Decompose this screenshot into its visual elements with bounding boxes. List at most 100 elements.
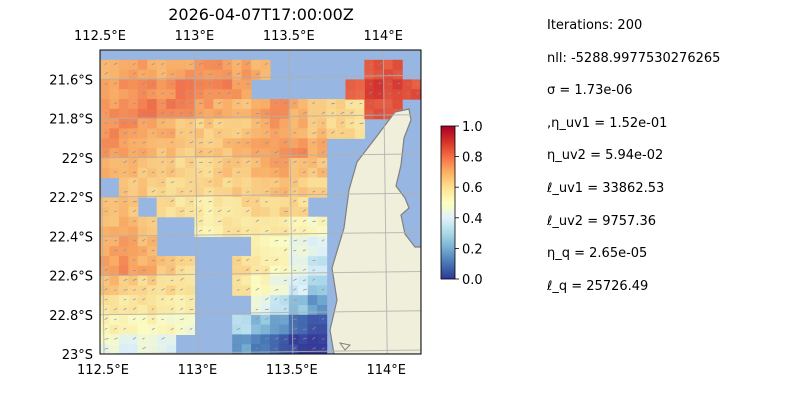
heatmap-cell	[213, 206, 224, 218]
heatmap-cell	[118, 206, 129, 218]
vector-arrow	[161, 92, 165, 95]
vector-arrow	[359, 102, 363, 105]
heatmap-cell	[175, 197, 186, 208]
heatmap-cell	[203, 148, 214, 159]
vector-arrow	[132, 278, 137, 281]
heatmap-cell	[336, 118, 347, 130]
heatmap-cell	[288, 108, 299, 120]
heatmap-cell	[175, 265, 186, 277]
heatmap-cell	[203, 206, 214, 218]
heatmap-cell	[137, 59, 148, 71]
heatmap-cell	[317, 344, 328, 354]
vector-arrow	[132, 259, 136, 262]
heatmap-cell	[251, 138, 262, 149]
heatmap-cell	[241, 99, 252, 110]
heatmap-cell	[232, 79, 243, 90]
vector-arrow	[142, 121, 146, 124]
vector-arrow	[406, 83, 411, 85]
heatmap-cell	[251, 128, 262, 139]
island	[338, 342, 352, 351]
vector-arrow	[208, 73, 213, 75]
vector-arrow	[236, 279, 241, 281]
vector-arrow	[283, 219, 288, 222]
vector-arrow	[350, 111, 354, 114]
heatmap-cell	[194, 79, 205, 90]
heatmap-cell	[100, 265, 111, 277]
heatmap-cell	[307, 99, 318, 110]
heatmap-cell	[260, 167, 271, 179]
heatmap-cell	[298, 108, 309, 120]
heatmap-cell	[251, 206, 262, 218]
heatmap-cell	[100, 295, 111, 306]
colorbar-tick-label: 0.2	[462, 242, 483, 257]
heatmap-cell	[326, 118, 337, 130]
heatmap-cell	[166, 187, 177, 198]
heatmap-cell	[109, 138, 120, 149]
heatmap-cell	[298, 226, 309, 237]
param-ell-q: ℓ_q = 25726.49	[547, 278, 649, 294]
heatmap-cell	[156, 255, 167, 267]
vector-arrow	[151, 82, 155, 85]
vector-arrow	[321, 131, 325, 134]
heatmap-cell	[241, 255, 252, 267]
heatmap-cell	[118, 197, 129, 208]
tick-labels: 112.5°E 112.5°E 113°E 113°E 113.5°E 113.5°E 11…	[49, 29, 406, 378]
heatmap-cell	[175, 118, 186, 130]
vector-arrow	[368, 91, 373, 95]
heatmap-cell	[147, 69, 158, 81]
vector-arrow	[227, 180, 231, 183]
vector-arrow	[123, 132, 128, 134]
heatmap-cell	[251, 324, 262, 335]
heatmap-cell	[137, 69, 148, 81]
heatmap-cell	[411, 79, 421, 90]
heatmap-cell	[100, 246, 111, 257]
heatmap-cell	[251, 275, 262, 286]
vector-arrow	[227, 210, 231, 213]
vector-arrow	[312, 259, 316, 262]
heatmap-cell	[156, 265, 167, 277]
heatmap-cell	[184, 69, 196, 81]
heatmap-cell	[251, 157, 262, 169]
vector-arrow	[132, 63, 136, 65]
heatmap-cell	[288, 167, 299, 179]
vector-arrow	[312, 190, 316, 193]
heatmap-cell	[109, 118, 120, 130]
heatmap-cell	[279, 99, 290, 110]
vector-arrow	[236, 171, 241, 173]
heatmap-cell	[194, 89, 205, 100]
x-tick-label-bottom: 114°E	[366, 363, 406, 378]
heatmap-cell	[269, 99, 280, 110]
heatmap-cell	[241, 69, 252, 81]
vector-arrow	[170, 73, 175, 75]
vector-arrow	[331, 112, 335, 115]
heatmap-cell	[232, 108, 243, 120]
vector-arrow	[208, 161, 212, 164]
heatmap-cell	[307, 187, 318, 198]
heatmap-cell	[213, 69, 224, 81]
colorbar: 0.0 0.2 0.4 0.6 0.8 1.0	[440, 120, 483, 288]
heatmap-cell	[156, 157, 167, 169]
vector-arrow	[321, 288, 325, 291]
vector-arrow	[274, 101, 278, 105]
heatmap-cell	[307, 148, 318, 159]
heatmap-cell	[213, 187, 224, 198]
vector-arrow	[198, 62, 203, 66]
y-tick-label: 22.4°S	[49, 230, 93, 245]
heatmap-cell	[232, 314, 243, 326]
heatmap-cell	[288, 197, 299, 208]
vector-arrow	[189, 259, 192, 262]
heatmap-cell	[118, 118, 129, 130]
heatmap-cell	[326, 108, 337, 120]
heatmap-cell	[184, 79, 196, 90]
vector-arrow	[180, 327, 183, 330]
heatmap-cell	[279, 148, 290, 159]
vector-arrow	[114, 62, 118, 66]
heatmap-cell	[241, 59, 252, 71]
vector-arrow	[142, 91, 147, 95]
vector-arrow	[132, 307, 137, 311]
heatmap-cell	[175, 324, 186, 335]
vector-arrow	[274, 317, 278, 320]
heatmap-cell	[241, 167, 252, 179]
heatmap-cell	[118, 255, 129, 267]
heatmap-cell	[213, 216, 224, 228]
